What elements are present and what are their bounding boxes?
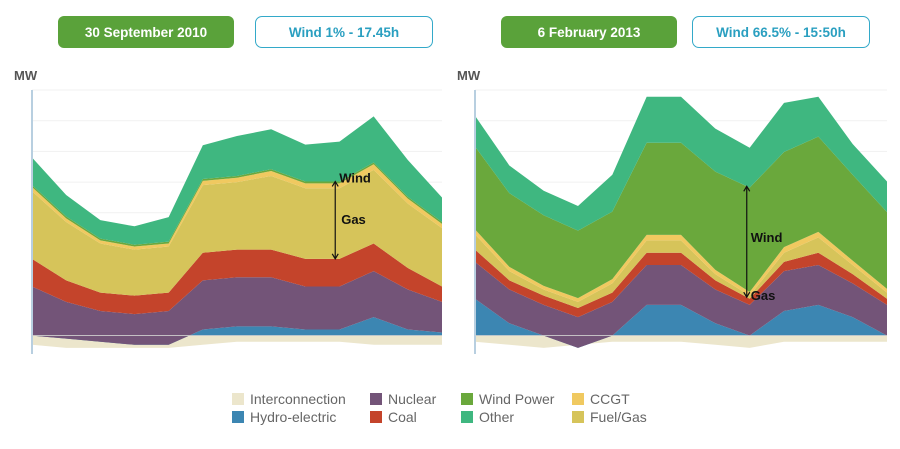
area-nuclear	[32, 271, 442, 345]
legend-label: Fuel/Gas	[590, 409, 647, 425]
legend-item: Fuel/Gas	[572, 409, 647, 425]
wind-info-badge: Wind 66.5% - 15:50h	[692, 16, 870, 48]
y-axis-unit-label: MW	[457, 68, 481, 83]
legend-label: Coal	[388, 409, 417, 425]
legend-swatch	[370, 393, 382, 405]
legend-item: Coal	[370, 409, 417, 425]
annotation-arrow	[331, 180, 339, 261]
legend-swatch	[232, 411, 244, 423]
legend-item: Interconnection	[232, 391, 346, 407]
legend-label: CCGT	[590, 391, 630, 407]
chart-panel-right: 6 February 2013 Wind 66.5% - 15:50h MW W…	[443, 0, 900, 380]
legend-item: Hydro-electric	[232, 409, 336, 425]
chart-legend: Interconnection Hydro-electric Nuclear C…	[232, 391, 692, 431]
annotation-arrow	[743, 185, 751, 299]
area-coal	[475, 249, 887, 318]
area-ccgt	[475, 229, 887, 302]
area-wind-power	[475, 136, 887, 299]
legend-item: Wind Power	[461, 391, 554, 407]
legend-swatch	[370, 411, 382, 423]
stacked-area-chart: Wind Gas	[31, 89, 442, 354]
annotation-label-wind: Wind	[751, 230, 783, 245]
chart-panel-left: 30 September 2010 Wind 1% - 17.45h MW Wi…	[0, 0, 450, 380]
wind-info-badge: Wind 1% - 17.45h	[255, 16, 433, 48]
legend-swatch	[572, 411, 584, 423]
area-fuel-gas	[32, 169, 442, 296]
annotation-label-gas: Gas	[751, 288, 776, 303]
area-other	[32, 116, 442, 245]
annotation-label-wind: Wind	[339, 170, 371, 185]
area-other	[475, 96, 887, 231]
legend-label: Other	[479, 409, 515, 425]
stacked-area-chart: Wind Gas	[474, 89, 887, 354]
date-badge: 30 September 2010	[58, 16, 234, 48]
legend-swatch	[461, 393, 473, 405]
legend-swatch	[232, 393, 244, 405]
legend-label: Interconnection	[250, 391, 346, 407]
legend-label: Nuclear	[388, 391, 437, 407]
legend-item: Nuclear	[370, 391, 436, 407]
legend-item: Other	[461, 409, 514, 425]
legend-swatch	[572, 393, 584, 405]
y-axis-unit-label: MW	[14, 68, 38, 83]
legend-label: Wind Power	[479, 391, 555, 407]
legend-item: CCGT	[572, 391, 630, 407]
legend-label: Hydro-electric	[250, 409, 337, 425]
annotation-label-gas: Gas	[341, 212, 366, 227]
area-ccgt	[32, 164, 442, 250]
area-nuclear	[475, 261, 887, 348]
area-interconnection	[475, 335, 887, 348]
legend-swatch	[461, 411, 473, 423]
date-badge: 6 February 2013	[501, 16, 677, 48]
area-coal	[32, 243, 442, 315]
